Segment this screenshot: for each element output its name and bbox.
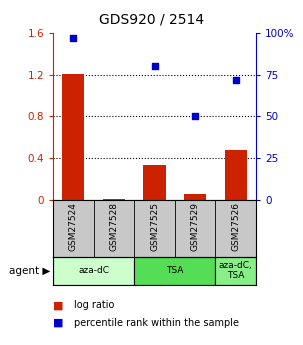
Bar — [134, 257, 215, 285]
Text: GSM27525: GSM27525 — [150, 202, 159, 251]
Text: GDS920 / 2514: GDS920 / 2514 — [99, 12, 204, 26]
Bar — [62, 73, 85, 200]
Text: percentile rank within the sample: percentile rank within the sample — [74, 318, 239, 327]
Text: agent ▶: agent ▶ — [8, 266, 50, 276]
Text: GSM27529: GSM27529 — [191, 202, 200, 251]
Bar — [184, 194, 206, 200]
Text: ■: ■ — [53, 318, 64, 327]
Text: GSM27528: GSM27528 — [109, 202, 118, 251]
Point — [193, 114, 198, 119]
Bar — [225, 150, 247, 200]
Text: ■: ■ — [53, 300, 64, 310]
Text: log ratio: log ratio — [74, 300, 115, 310]
Bar — [215, 257, 256, 285]
Bar — [53, 257, 134, 285]
Text: aza-dC: aza-dC — [78, 266, 109, 275]
Text: TSA: TSA — [166, 266, 184, 275]
Bar — [103, 199, 125, 200]
Text: GSM27524: GSM27524 — [69, 202, 78, 251]
Bar — [143, 165, 166, 200]
Text: GSM27526: GSM27526 — [231, 202, 240, 251]
Text: aza-dC,
TSA: aza-dC, TSA — [219, 262, 253, 280]
Point — [233, 78, 238, 83]
Point — [152, 63, 157, 69]
Point — [71, 35, 76, 41]
